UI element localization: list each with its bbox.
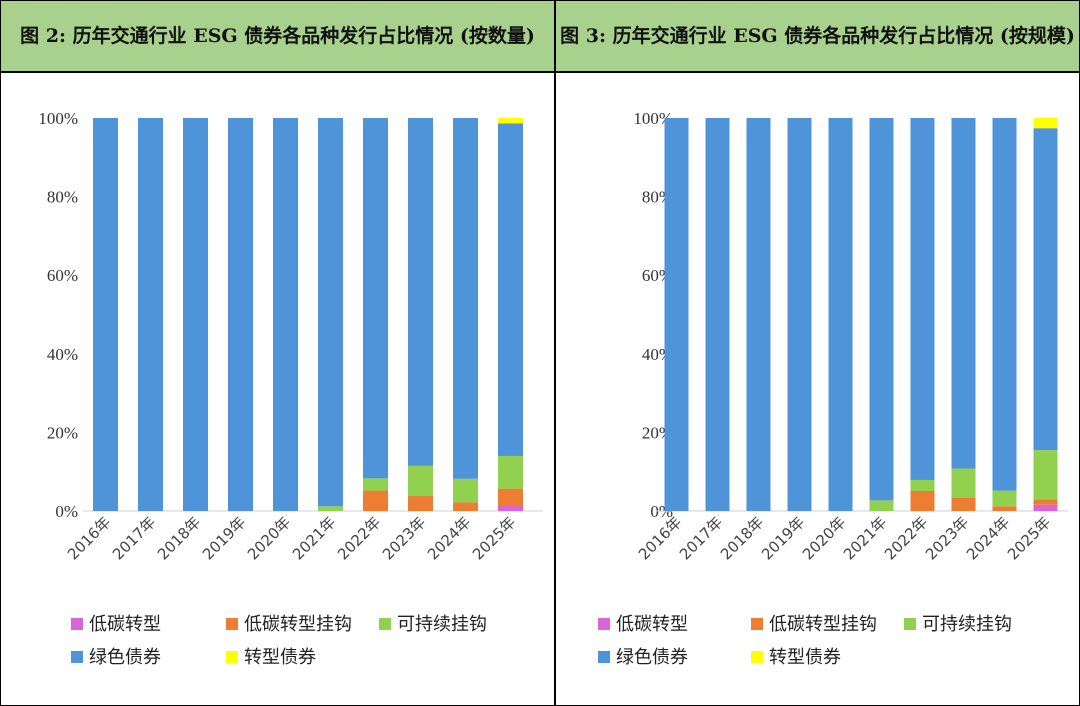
x-tick-label: 2021年	[289, 513, 339, 563]
bar-segment	[951, 468, 976, 498]
y-tick-label: 20%	[47, 423, 78, 442]
bar-segment	[1033, 499, 1058, 505]
bar-segment	[453, 502, 478, 511]
bar-segment	[408, 496, 433, 511]
bar-segment	[318, 506, 343, 511]
x-tick-label: 2022年	[334, 513, 384, 563]
chart-by-count: 0%20%40%60%80%100%2016年2017年2018年2019年20…	[38, 109, 543, 668]
bar-segment	[828, 118, 853, 511]
legend-label: 转型债券	[769, 647, 841, 668]
legend-swatch	[751, 651, 763, 663]
bar-segment	[363, 478, 388, 491]
x-tick-label: 2022年	[881, 513, 931, 563]
x-tick-label: 2020年	[799, 513, 849, 563]
x-tick-label: 2017年	[109, 513, 159, 563]
legend-label: 可持续挂钩	[922, 614, 1012, 635]
x-tick-label: 2019年	[199, 513, 249, 563]
y-tick-label: 100%	[633, 109, 673, 128]
bar-segment	[228, 118, 253, 511]
bar-segment	[1033, 450, 1058, 500]
bar-segment	[664, 118, 689, 511]
legend-swatch	[598, 618, 610, 630]
bar-segment	[318, 118, 343, 507]
legend-swatch	[71, 618, 83, 630]
x-tick-label: 2017年	[676, 513, 726, 563]
bar-segment	[183, 118, 208, 511]
x-tick-label: 2018年	[154, 513, 204, 563]
legend-label: 低碳转型	[616, 614, 688, 635]
chart-title-by-scale: 图 3: 历年交通行业 ESG 债券各品种发行占比情况 (按规模)	[556, 1, 1079, 73]
x-tick-label: 2023年	[922, 513, 972, 563]
x-tick-label: 2024年	[963, 513, 1013, 563]
y-tick-label: 0%	[55, 502, 78, 521]
legend-label: 低碳转型挂钩	[244, 614, 352, 635]
x-tick-label: 2025年	[1004, 513, 1054, 563]
y-tick-label: 80%	[47, 188, 78, 207]
legend-label: 低碳转型挂钩	[769, 614, 877, 635]
bar-segment	[951, 497, 976, 511]
legend-label: 转型债券	[244, 647, 316, 668]
chart-by-scale: 0%20%40%60%80%100%2016年2017年2018年2019年20…	[598, 109, 1068, 668]
legend-label: 绿色债券	[89, 647, 161, 668]
bar-segment	[1033, 118, 1058, 129]
legend-swatch	[226, 651, 238, 663]
bar-segment	[869, 500, 894, 511]
bar-segment	[498, 118, 523, 124]
bar-segment	[498, 455, 523, 489]
legend-swatch	[598, 651, 610, 663]
bar-segment	[787, 118, 812, 511]
bar-segment	[453, 118, 478, 479]
bar-segment	[273, 118, 298, 511]
legend-swatch	[379, 618, 391, 630]
bar-segment	[498, 505, 523, 511]
bar-segment	[408, 118, 433, 466]
bar-segment	[910, 490, 935, 511]
bar-segment	[498, 123, 523, 456]
bar-segment	[992, 490, 1017, 507]
x-tick-label: 2021年	[840, 513, 890, 563]
x-tick-label: 2019年	[758, 513, 808, 563]
bar-segment	[363, 118, 388, 479]
y-tick-label: 100%	[38, 109, 78, 128]
bar-segment	[498, 488, 523, 506]
bar-segment	[1033, 128, 1058, 451]
chart-panel-by-scale: 图 3: 历年交通行业 ESG 债券各品种发行占比情况 (按规模) 0% 20% 4…	[556, 1, 1079, 705]
bar-segment	[992, 118, 1017, 491]
bar-segment	[992, 506, 1017, 511]
bar-segment	[453, 478, 478, 503]
bar-segment	[1033, 504, 1058, 511]
chart-panel-by-count: 图 2: 历年交通行业 ESG 债券各品种发行占比情况 (按数量) 0% 20% 4…	[1, 1, 556, 705]
chart-title-by-count: 图 2: 历年交通行业 ESG 债券各品种发行占比情况 (按数量)	[1, 1, 554, 73]
bar-segment	[869, 118, 894, 501]
bar-segment	[951, 118, 976, 469]
x-tick-label: 2020年	[244, 513, 294, 563]
legend-swatch	[71, 651, 83, 663]
y-tick-label: 60%	[47, 266, 78, 285]
bar-segment	[138, 118, 163, 511]
legend-label: 可持续挂钩	[397, 614, 487, 635]
x-tick-label: 2023年	[379, 513, 429, 563]
legend-swatch	[904, 618, 916, 630]
bar-segment	[363, 490, 388, 511]
x-tick-label: 2018年	[717, 513, 767, 563]
bar-segment	[408, 465, 433, 497]
y-tick-label: 40%	[47, 345, 78, 364]
x-tick-label: 2024年	[424, 513, 474, 563]
bar-segment	[705, 118, 730, 511]
bar-segment	[93, 118, 118, 511]
legend-swatch	[751, 618, 763, 630]
legend-swatch	[226, 618, 238, 630]
legend-label: 低碳转型	[89, 614, 161, 635]
x-tick-label: 2025年	[469, 513, 519, 563]
legend-label: 绿色债券	[616, 647, 688, 668]
bar-segment	[910, 479, 935, 491]
bar-segment	[910, 118, 935, 480]
bar-segment	[746, 118, 771, 511]
